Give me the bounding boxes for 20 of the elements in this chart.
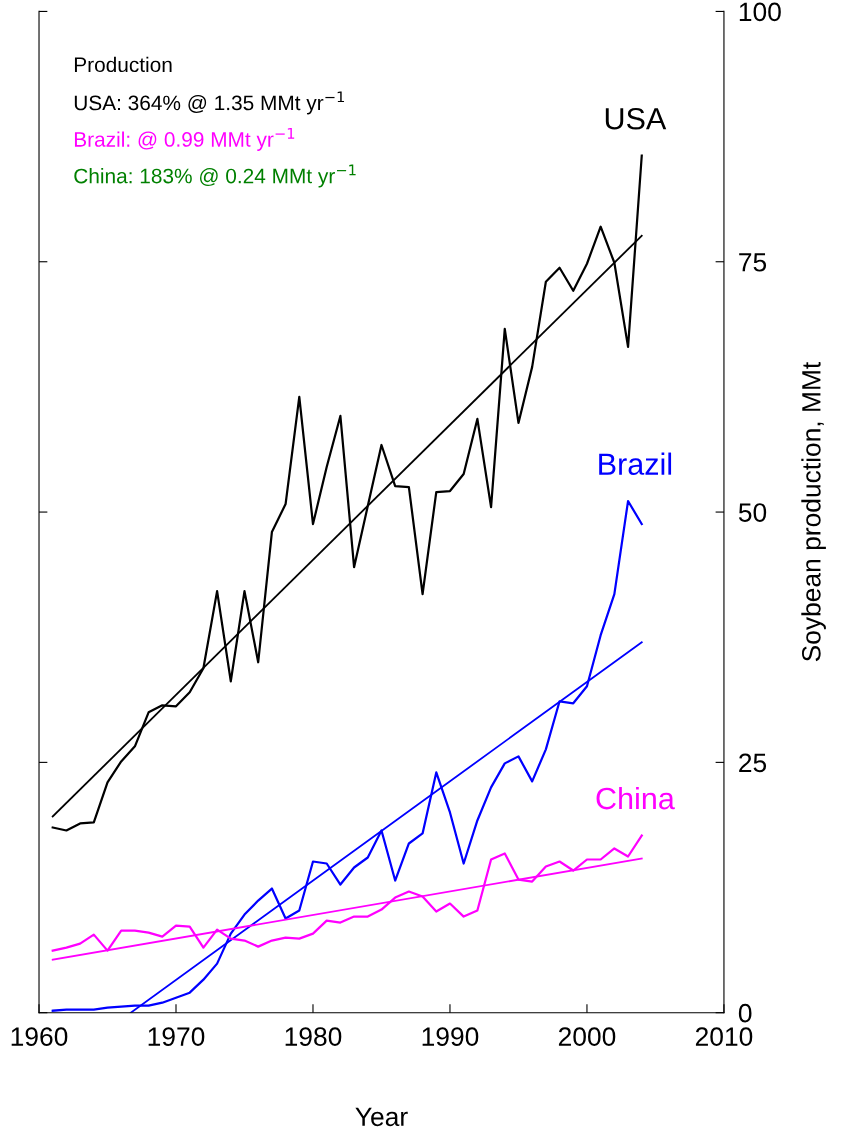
y-tick-label: 100	[739, 2, 781, 22]
x-tick-label: 1980	[285, 1027, 342, 1046]
series-label: Brazil	[599, 452, 672, 475]
x-tick-label: 1990	[422, 1027, 479, 1046]
y-axis-title: Soybean production, MMt	[801, 361, 826, 662]
annotation: Production	[74, 56, 172, 73]
x-axis-title: Year	[355, 1107, 408, 1127]
series-label: China	[596, 786, 675, 810]
y-tick-label: 0	[738, 1003, 752, 1023]
x-tick-label: 2000	[558, 1027, 616, 1046]
x-tick-label: 1970	[148, 1027, 205, 1046]
annotation: USA: 364% @ 1.35 MMt yr$^{−1}$	[74, 91, 345, 115]
y-tick-label: 25	[739, 753, 767, 773]
annotation: China: 183% @ 0.24 MMt yr$^{−1}$	[74, 164, 356, 188]
y-tick-label: 50	[738, 503, 767, 522]
series-label: USA	[605, 107, 667, 130]
y-tick-label: 75	[739, 253, 767, 272]
x-tick-label: 2010	[695, 1027, 753, 1046]
x-tick-label: 1960	[11, 1027, 68, 1046]
annotation: Brazil: @ 0.99 MMt yr$^{−1}$	[74, 128, 295, 151]
